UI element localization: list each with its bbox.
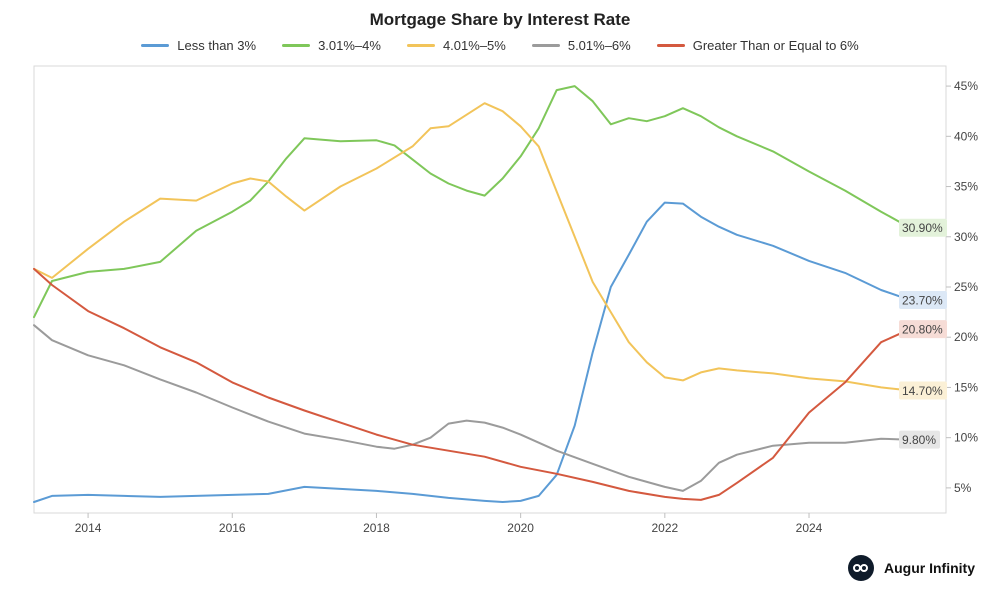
end-label-bg [899, 291, 947, 310]
infinity-logo-icon [848, 555, 874, 581]
legend-item-5[interactable]: Greater Than or Equal to 6% [656, 38, 859, 53]
chart-title: Mortgage Share by Interest Rate [369, 10, 631, 29]
legend-swatch [406, 44, 435, 47]
end-label-bg [899, 381, 947, 400]
end-label-text: 14.70% [902, 384, 943, 398]
x-tick-label: 2018 [363, 521, 390, 535]
x-tick-label: 2022 [651, 521, 678, 535]
y-tick-label: 10% [954, 431, 978, 445]
series-end-label-1: 23.70% [899, 291, 947, 310]
y-tick-label: 35% [954, 180, 978, 194]
plot-area [33, 65, 947, 514]
y-tick-label: 25% [954, 280, 978, 294]
series-end-label-5: 20.80% [899, 320, 947, 339]
y-tick-label: 45% [954, 79, 978, 93]
legend-label: Greater Than or Equal to 6% [692, 38, 859, 53]
y-tick-label: 40% [954, 129, 978, 143]
legend-item-4[interactable]: 5.01%–6% [531, 38, 631, 53]
series-line-4 [33, 324, 911, 492]
brand-name: Augur Infinity [884, 560, 975, 576]
series-end-label-2: 30.90% [899, 218, 947, 237]
legend-swatch [531, 44, 560, 47]
series-line-5 [33, 267, 911, 501]
legend-label: 4.01%–5% [442, 38, 506, 53]
series-line-3 [33, 102, 911, 392]
legend-label: 3.01%–4% [318, 38, 381, 53]
legend-swatch [656, 44, 685, 47]
chart-legend: Less than 3% 3.01%–4% 4.01%–5% 5.01%–6% Grea… [0, 38, 1000, 53]
end-label-text: 20.80% [902, 323, 943, 337]
series-end-label-4: 9.80% [899, 430, 940, 449]
y-tick-label: 15% [954, 380, 978, 394]
y-tick-label: 20% [954, 330, 978, 344]
legend-swatch [141, 44, 170, 47]
series-end-label-3: 14.70% [899, 381, 947, 400]
x-tick-label: 2014 [75, 521, 102, 535]
end-label-bg [899, 218, 947, 237]
brand-watermark: Augur Infinity [848, 555, 975, 581]
series-line-2 [33, 85, 911, 319]
end-label-text: 23.70% [902, 294, 943, 308]
legend-swatch [282, 44, 311, 47]
end-label-bg [899, 320, 947, 339]
legend-item-3[interactable]: 4.01%–5% [406, 38, 506, 53]
end-label-text: 9.80% [902, 433, 936, 447]
x-tick-label: 2020 [507, 521, 534, 535]
end-label-text: 30.90% [902, 221, 943, 235]
y-tick-label: 30% [954, 230, 978, 244]
y-tick-label: 5% [954, 481, 972, 495]
legend-item-2[interactable]: 3.01%–4% [282, 38, 381, 53]
legend-label: 5.01%–6% [567, 38, 631, 53]
x-tick-label: 2024 [796, 521, 823, 535]
legend-label: Less than 3% [177, 38, 257, 53]
end-label-bg [899, 430, 940, 449]
legend-item-1[interactable]: Less than 3% [141, 38, 256, 53]
x-tick-label: 2016 [219, 521, 246, 535]
series-line-1 [33, 201, 911, 503]
